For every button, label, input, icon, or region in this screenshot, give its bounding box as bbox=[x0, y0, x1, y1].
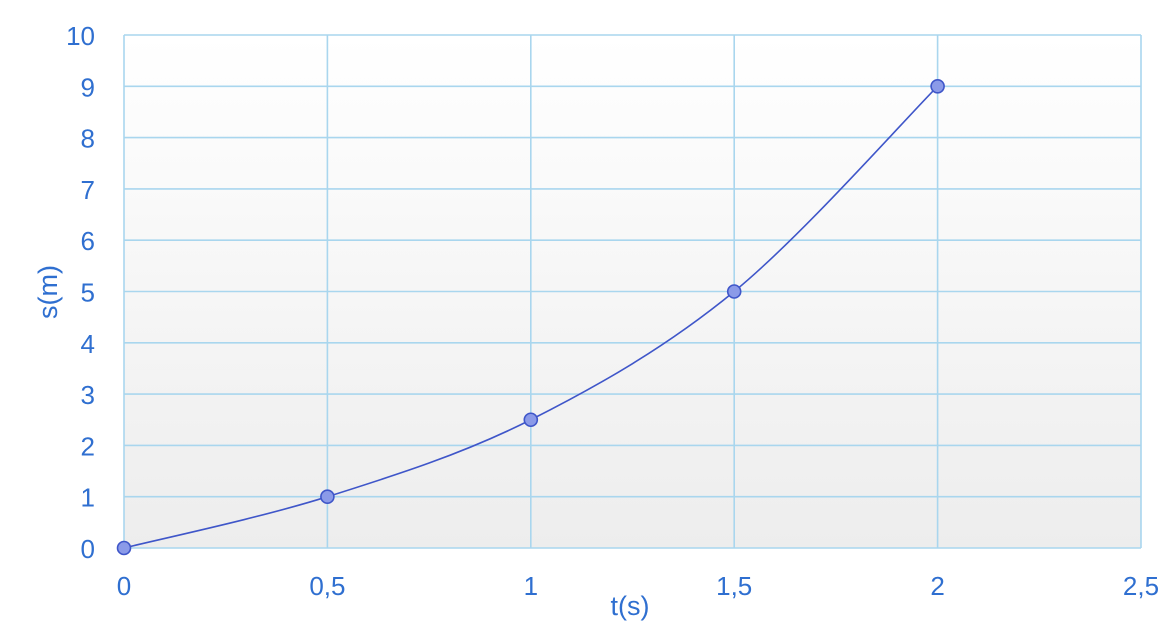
y-axis-tick-labels: 0 1 2 3 4 5 6 7 8 9 10 bbox=[66, 21, 95, 564]
horizontal-gridlines bbox=[124, 34, 1141, 549]
y-tick-label: 5 bbox=[81, 278, 95, 308]
x-tick-label: 2,5 bbox=[1123, 571, 1159, 601]
y-tick-label: 4 bbox=[81, 329, 95, 359]
x-tick-label: 1 bbox=[524, 571, 538, 601]
y-tick-label: 6 bbox=[81, 226, 95, 256]
y-tick-label: 0 bbox=[81, 534, 95, 564]
series-line bbox=[123, 85, 939, 549]
x-axis-tick-labels: 0 0,5 1 1,5 2 2,5 bbox=[117, 571, 1159, 601]
x-tick-label: 0 bbox=[117, 571, 131, 601]
y-tick-label: 1 bbox=[81, 483, 95, 513]
x-axis-title: t(s) bbox=[611, 591, 650, 621]
markers-layer bbox=[116, 79, 945, 556]
x-tick-label: 1,5 bbox=[716, 571, 752, 601]
data-point bbox=[116, 540, 132, 556]
y-tick-label: 3 bbox=[81, 380, 95, 410]
data-point bbox=[930, 79, 945, 94]
y-tick-label: 7 bbox=[81, 175, 95, 205]
data-point bbox=[726, 284, 742, 299]
y-tick-label: 8 bbox=[81, 124, 95, 154]
y-axis-title: s(m) bbox=[33, 265, 63, 319]
series-layer bbox=[123, 85, 939, 549]
x-tick-label: 2 bbox=[930, 571, 944, 601]
data-point bbox=[523, 412, 539, 428]
y-tick-label: 2 bbox=[81, 431, 95, 461]
y-tick-label: 9 bbox=[81, 72, 95, 102]
data-point bbox=[320, 489, 335, 505]
x-tick-label: 0,5 bbox=[309, 571, 345, 601]
y-tick-label: 10 bbox=[66, 21, 95, 51]
